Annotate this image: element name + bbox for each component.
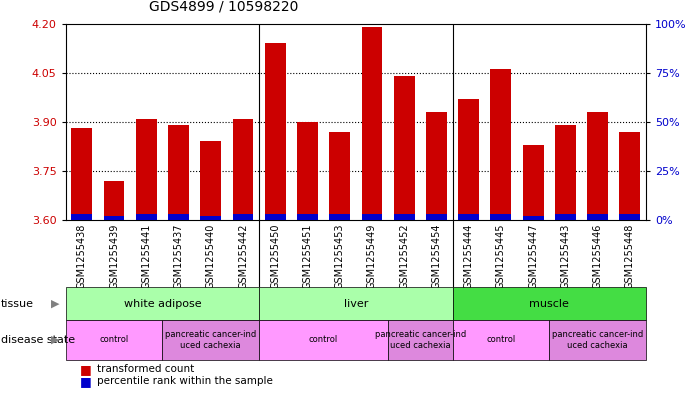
Bar [453,287,646,320]
Text: GSM1255451: GSM1255451 [303,223,312,289]
Bar [549,320,646,360]
Text: white adipose: white adipose [124,299,201,309]
Text: liver: liver [343,299,368,309]
Bar [232,119,254,220]
Text: GSM1255448: GSM1255448 [625,223,635,289]
Bar [265,43,285,220]
Bar [297,214,318,220]
Bar [200,216,221,220]
Text: GSM1255440: GSM1255440 [206,223,216,289]
Bar [259,287,453,320]
Bar [426,112,447,220]
Text: pancreatic cancer-ind
uced cachexia: pancreatic cancer-ind uced cachexia [552,330,643,350]
Text: GSM1255453: GSM1255453 [334,223,345,289]
Text: ■: ■ [79,363,91,376]
Bar [522,145,544,220]
Bar [329,132,350,220]
Text: ▶: ▶ [51,299,59,309]
Text: GSM1255445: GSM1255445 [496,223,506,289]
Bar [200,141,221,220]
Text: GSM1255449: GSM1255449 [367,223,377,289]
Bar [555,125,576,220]
Bar [453,320,549,360]
Text: GSM1255452: GSM1255452 [399,223,409,289]
Bar [168,125,189,220]
Bar [259,320,388,360]
Bar [426,214,447,220]
Text: pancreatic cancer-ind
uced cachexia: pancreatic cancer-ind uced cachexia [375,330,466,350]
Text: GSM1255454: GSM1255454 [431,223,442,289]
Text: GSM1255441: GSM1255441 [141,223,151,289]
Bar [265,214,285,220]
Text: tissue: tissue [1,299,34,309]
Bar [297,122,318,220]
Bar [522,216,544,220]
Text: ■: ■ [79,375,91,388]
Text: control: control [486,336,515,344]
Bar [104,181,124,220]
Bar [135,214,157,220]
Text: control: control [309,336,338,344]
Bar [66,320,162,360]
Bar [587,112,608,220]
Bar [619,132,641,220]
Text: GSM1255444: GSM1255444 [464,223,474,289]
Bar [394,214,415,220]
Bar [555,214,576,220]
Bar [491,70,511,220]
Bar [71,129,93,220]
Text: control: control [100,336,129,344]
Bar [168,214,189,220]
Bar [458,99,479,220]
Bar [104,216,124,220]
Bar [394,76,415,220]
Bar [619,214,641,220]
Bar [71,214,93,220]
Bar [587,214,608,220]
Text: GSM1255442: GSM1255442 [238,223,248,289]
Text: GSM1255446: GSM1255446 [593,223,603,289]
Bar [361,27,382,220]
Bar [232,214,254,220]
Text: GSM1255439: GSM1255439 [109,223,119,289]
Text: GSM1255438: GSM1255438 [77,223,87,289]
Bar [491,214,511,220]
Text: GSM1255447: GSM1255447 [528,223,538,289]
Text: disease state: disease state [1,335,75,345]
Text: GSM1255437: GSM1255437 [173,223,184,289]
Bar [458,214,479,220]
Bar [162,320,259,360]
Bar [66,287,259,320]
Bar [361,214,382,220]
Bar [329,214,350,220]
Bar [388,320,453,360]
Text: percentile rank within the sample: percentile rank within the sample [97,376,273,386]
Text: muscle: muscle [529,299,569,309]
Bar [135,119,157,220]
Text: GDS4899 / 10598220: GDS4899 / 10598220 [149,0,298,14]
Text: ▶: ▶ [51,335,59,345]
Text: GSM1255450: GSM1255450 [270,223,281,289]
Text: GSM1255443: GSM1255443 [560,223,571,289]
Text: pancreatic cancer-ind
uced cachexia: pancreatic cancer-ind uced cachexia [165,330,256,350]
Text: transformed count: transformed count [97,364,194,375]
